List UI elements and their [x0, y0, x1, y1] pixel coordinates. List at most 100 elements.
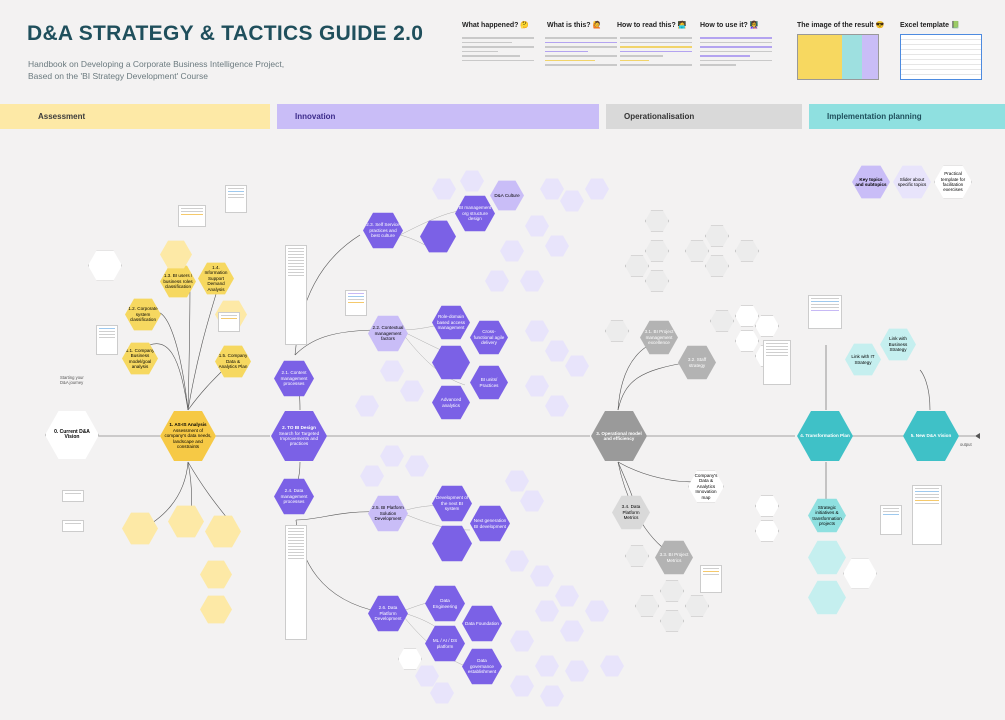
topic-hex[interactable] [380, 360, 404, 382]
topic-hex[interactable] [520, 490, 544, 512]
slide-card[interactable] [96, 325, 118, 355]
topic-hex[interactable] [415, 665, 439, 687]
guide-what-is-this[interactable]: What is this? 🙋 [547, 22, 602, 29]
excel-template-thumbnail[interactable] [900, 34, 982, 80]
node-1-3[interactable]: 1.3. BI users / business roles classific… [160, 265, 196, 298]
node-1-5[interactable]: 1.5. Company Data & Analytics Plan [215, 345, 251, 378]
topic-hex[interactable] [645, 240, 669, 262]
topic-hex[interactable] [565, 355, 589, 377]
slide-card[interactable] [62, 490, 84, 502]
slide-card[interactable] [62, 520, 84, 532]
topic-hex[interactable] [540, 685, 564, 707]
topic-hex[interactable] [460, 170, 484, 192]
node-assess-b[interactable] [168, 505, 204, 538]
topic-hex[interactable] [635, 595, 659, 617]
topic-hex[interactable] [565, 660, 589, 682]
topic-hex[interactable] [560, 620, 584, 642]
topic-hex[interactable] [405, 455, 429, 477]
topic-hex[interactable] [685, 595, 709, 617]
node-innov-a[interactable] [420, 220, 456, 253]
topic-hex[interactable] [432, 178, 456, 200]
topic-hex[interactable] [705, 255, 729, 277]
topic-hex[interactable] [625, 545, 649, 567]
node-bi-units[interactable]: BI units/ Practices [470, 365, 508, 400]
topic-hex[interactable] [545, 235, 569, 257]
guide-excel-template[interactable]: Excel template 📗 [900, 22, 960, 29]
topic-hex[interactable] [400, 380, 424, 402]
result-image-thumbnail[interactable] [797, 34, 879, 80]
topic-hex[interactable] [535, 655, 559, 677]
slide-card[interactable] [700, 565, 722, 593]
topic-hex[interactable] [430, 682, 454, 704]
slide-card[interactable] [345, 290, 367, 316]
topic-hex[interactable] [525, 215, 549, 237]
topic-hex[interactable] [585, 178, 609, 200]
node-assess-c[interactable] [205, 515, 241, 548]
node-impl-c[interactable] [843, 558, 877, 589]
guide-how-to-use[interactable]: How to use it? 👩‍🏫 [700, 22, 759, 29]
node-1-4[interactable]: 1.4. Information Support Demand Analysis [198, 262, 234, 295]
topic-hex[interactable] [735, 240, 759, 262]
topic-hex[interactable] [540, 178, 564, 200]
topic-hex[interactable] [645, 270, 669, 292]
node-link-biz[interactable]: Link with Business Strategy [880, 328, 916, 361]
slide-card[interactable] [225, 185, 247, 213]
topic-hex[interactable] [685, 240, 709, 262]
topic-hex[interactable] [505, 550, 529, 572]
node-company-roadmap[interactable]: Company's Data & Analytics Innovation ma… [688, 470, 724, 503]
topic-hex[interactable] [355, 395, 379, 417]
topic-hex[interactable] [755, 315, 779, 337]
topic-hex[interactable] [560, 190, 584, 212]
slide-card[interactable] [178, 205, 206, 227]
topic-hex[interactable] [360, 465, 384, 487]
topic-hex[interactable] [735, 330, 759, 352]
topic-hex[interactable] [710, 310, 734, 332]
node-innov-b[interactable] [432, 345, 470, 380]
topic-hex[interactable] [705, 225, 729, 247]
topic-hex[interactable] [755, 520, 779, 542]
topic-hex[interactable] [585, 600, 609, 622]
topic-hex[interactable] [600, 655, 624, 677]
node-1-2[interactable]: 1.2. Corporate system classification [125, 298, 161, 331]
slide-card[interactable] [763, 340, 791, 385]
node-tobi-design[interactable]: 2. TO BI Design Search for Targeted Impro… [271, 411, 327, 461]
topic-hex[interactable] [530, 565, 554, 587]
topic-hex[interactable] [500, 240, 524, 262]
topic-hex[interactable] [545, 395, 569, 417]
topic-hex[interactable] [525, 375, 549, 397]
topic-hex[interactable] [525, 320, 549, 342]
topic-hex[interactable] [555, 585, 579, 607]
topic-hex[interactable] [510, 630, 534, 652]
topic-hex[interactable] [625, 255, 649, 277]
topic-hex[interactable] [735, 305, 759, 327]
node-current-vision[interactable]: 0. Current D&A Vision [45, 411, 99, 459]
topic-hex[interactable] [660, 610, 684, 632]
topic-hex[interactable] [485, 270, 509, 292]
topic-hex[interactable] [755, 495, 779, 517]
node-assess-a[interactable] [122, 512, 158, 545]
slide-card[interactable] [808, 295, 842, 329]
node-link-it[interactable]: Link with IT Strategy [845, 343, 881, 376]
slide-card[interactable] [218, 312, 240, 332]
topic-hex[interactable] [660, 580, 684, 602]
slide-card[interactable] [880, 505, 902, 535]
topic-hex[interactable] [380, 445, 404, 467]
topic-hex[interactable] [605, 320, 629, 342]
guide-image-result[interactable]: The image of the result 😎 [797, 22, 885, 29]
slide-card[interactable] [912, 485, 942, 545]
topic-hex[interactable] [645, 210, 669, 232]
node-1-1[interactable]: 1.1. Company Business model/goal analysi… [122, 342, 158, 375]
topic-hex[interactable] [398, 648, 422, 670]
topic-hex[interactable] [535, 600, 559, 622]
guide-what-happened[interactable]: What happened? 🤔 [462, 22, 530, 29]
topic-hex[interactable] [520, 270, 544, 292]
slide-card[interactable] [285, 245, 307, 345]
topic-hex[interactable] [510, 675, 534, 697]
topic-hex[interactable] [505, 470, 529, 492]
guide-how-to-read[interactable]: How to read this? 🧑‍💻 [617, 22, 687, 29]
topic-hex[interactable] [545, 340, 569, 362]
node-adv-analytics[interactable]: Advanced analytics [432, 385, 470, 420]
node-role-domain[interactable]: Role-domain based access management [432, 305, 470, 340]
slide-card[interactable] [285, 525, 307, 640]
node-cross-func[interactable]: Cross-functional agile delivery [470, 320, 508, 355]
